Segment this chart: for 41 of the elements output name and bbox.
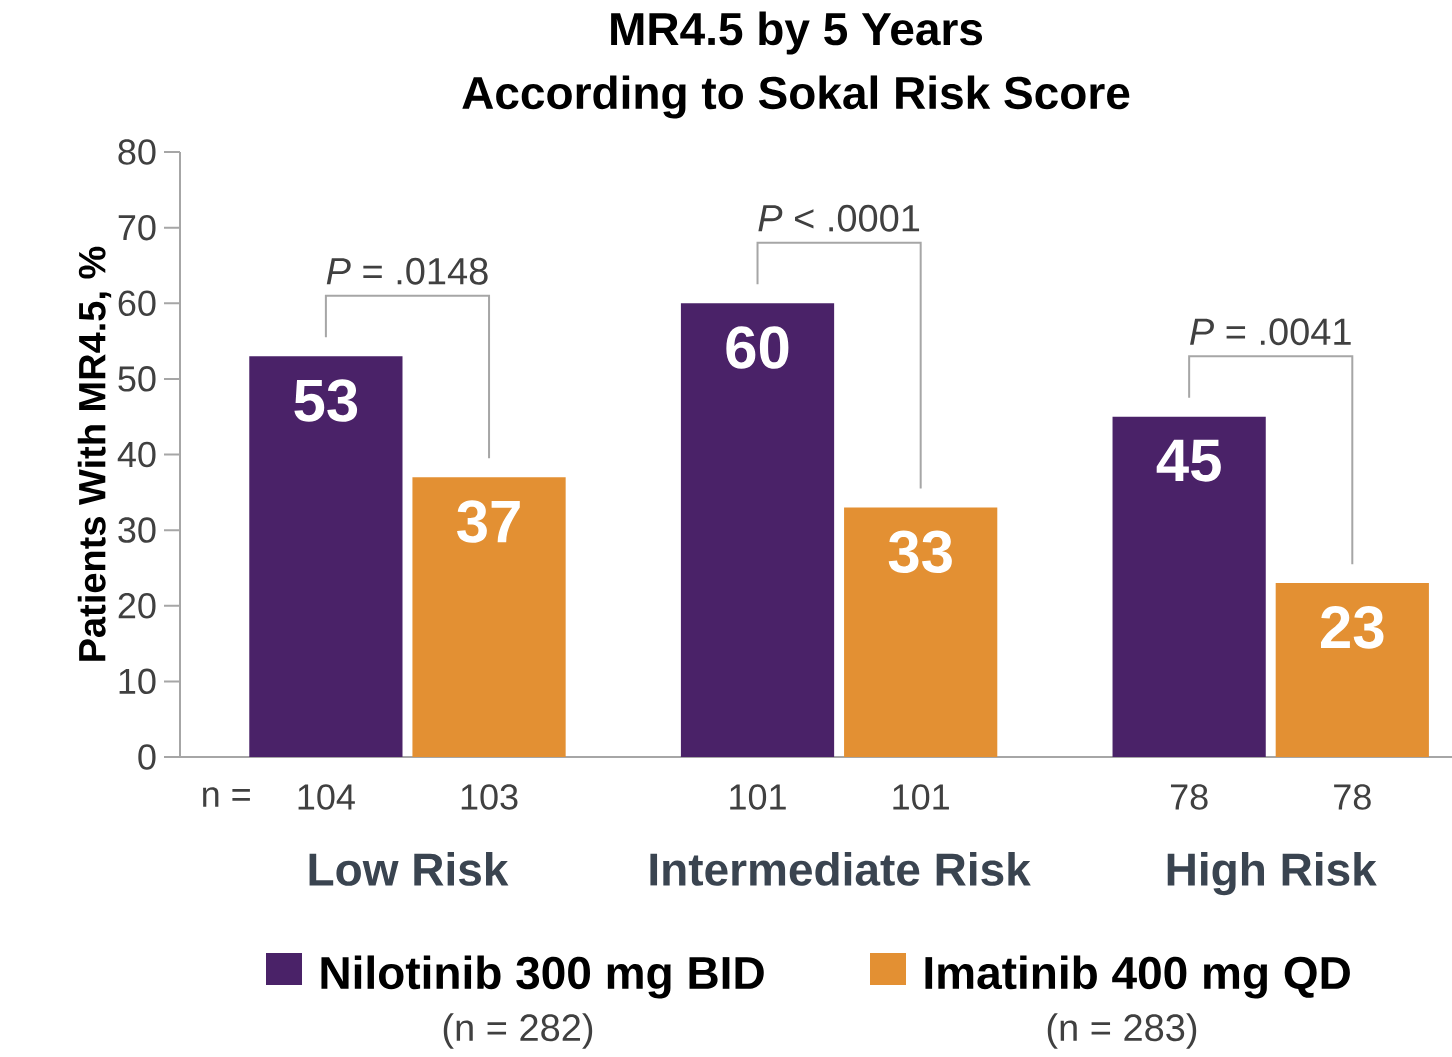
text: 104	[298, 784, 355, 810]
text: 78	[1334, 784, 1371, 810]
text: 101	[893, 784, 949, 810]
data-label: 37	[457, 500, 520, 543]
data-label: 60	[726, 326, 789, 369]
bar	[1275, 583, 1429, 757]
annotation: P < .0001	[758, 204, 920, 232]
chart-subtitle: According to Sokal Risk Score	[462, 75, 1130, 119]
chart-title: MR4.5 by 5 Years	[611, 11, 983, 55]
y-tick-label: 80	[118, 139, 156, 165]
y-axis-title: Patients With MR4.5, %	[77, 246, 112, 661]
annotation: P = .0041	[1190, 318, 1351, 346]
data-label: 53	[294, 379, 358, 422]
y-tick-label: 40	[117, 441, 156, 468]
data-label: 33	[888, 530, 952, 574]
y-tick-label: 60	[118, 290, 156, 316]
y-tick-label: 20	[118, 592, 156, 619]
legend-label: Nilotinib 300 mg BID	[321, 955, 764, 999]
bar	[844, 507, 998, 757]
bar	[412, 477, 566, 757]
x-tick-label: Low Risk	[309, 852, 509, 886]
text: (n = 282)	[443, 1013, 593, 1049]
x-tick-label: High Risk	[1167, 852, 1377, 896]
y-tick-label: 0	[138, 744, 156, 770]
text: n =	[203, 787, 250, 807]
y-tick-label: 30	[118, 517, 156, 543]
y-tick-label: 10	[119, 668, 156, 695]
data-label: 23	[1321, 606, 1384, 649]
text: 78	[1170, 784, 1208, 810]
text: 101	[730, 784, 786, 810]
text: (n = 283)	[1047, 1013, 1197, 1049]
bar	[680, 303, 835, 757]
bar	[1112, 416, 1266, 757]
y-tick-label: 70	[118, 214, 156, 241]
data-label: 45	[1156, 439, 1221, 482]
x-tick-label: Intermediate Risk	[650, 852, 1031, 886]
annotation: P = .0148	[326, 257, 488, 285]
legend-label: Imatinib 400 mg QD	[925, 955, 1350, 999]
bar	[249, 356, 403, 757]
text: 103	[461, 784, 518, 810]
y-tick-label: 50	[118, 366, 156, 392]
